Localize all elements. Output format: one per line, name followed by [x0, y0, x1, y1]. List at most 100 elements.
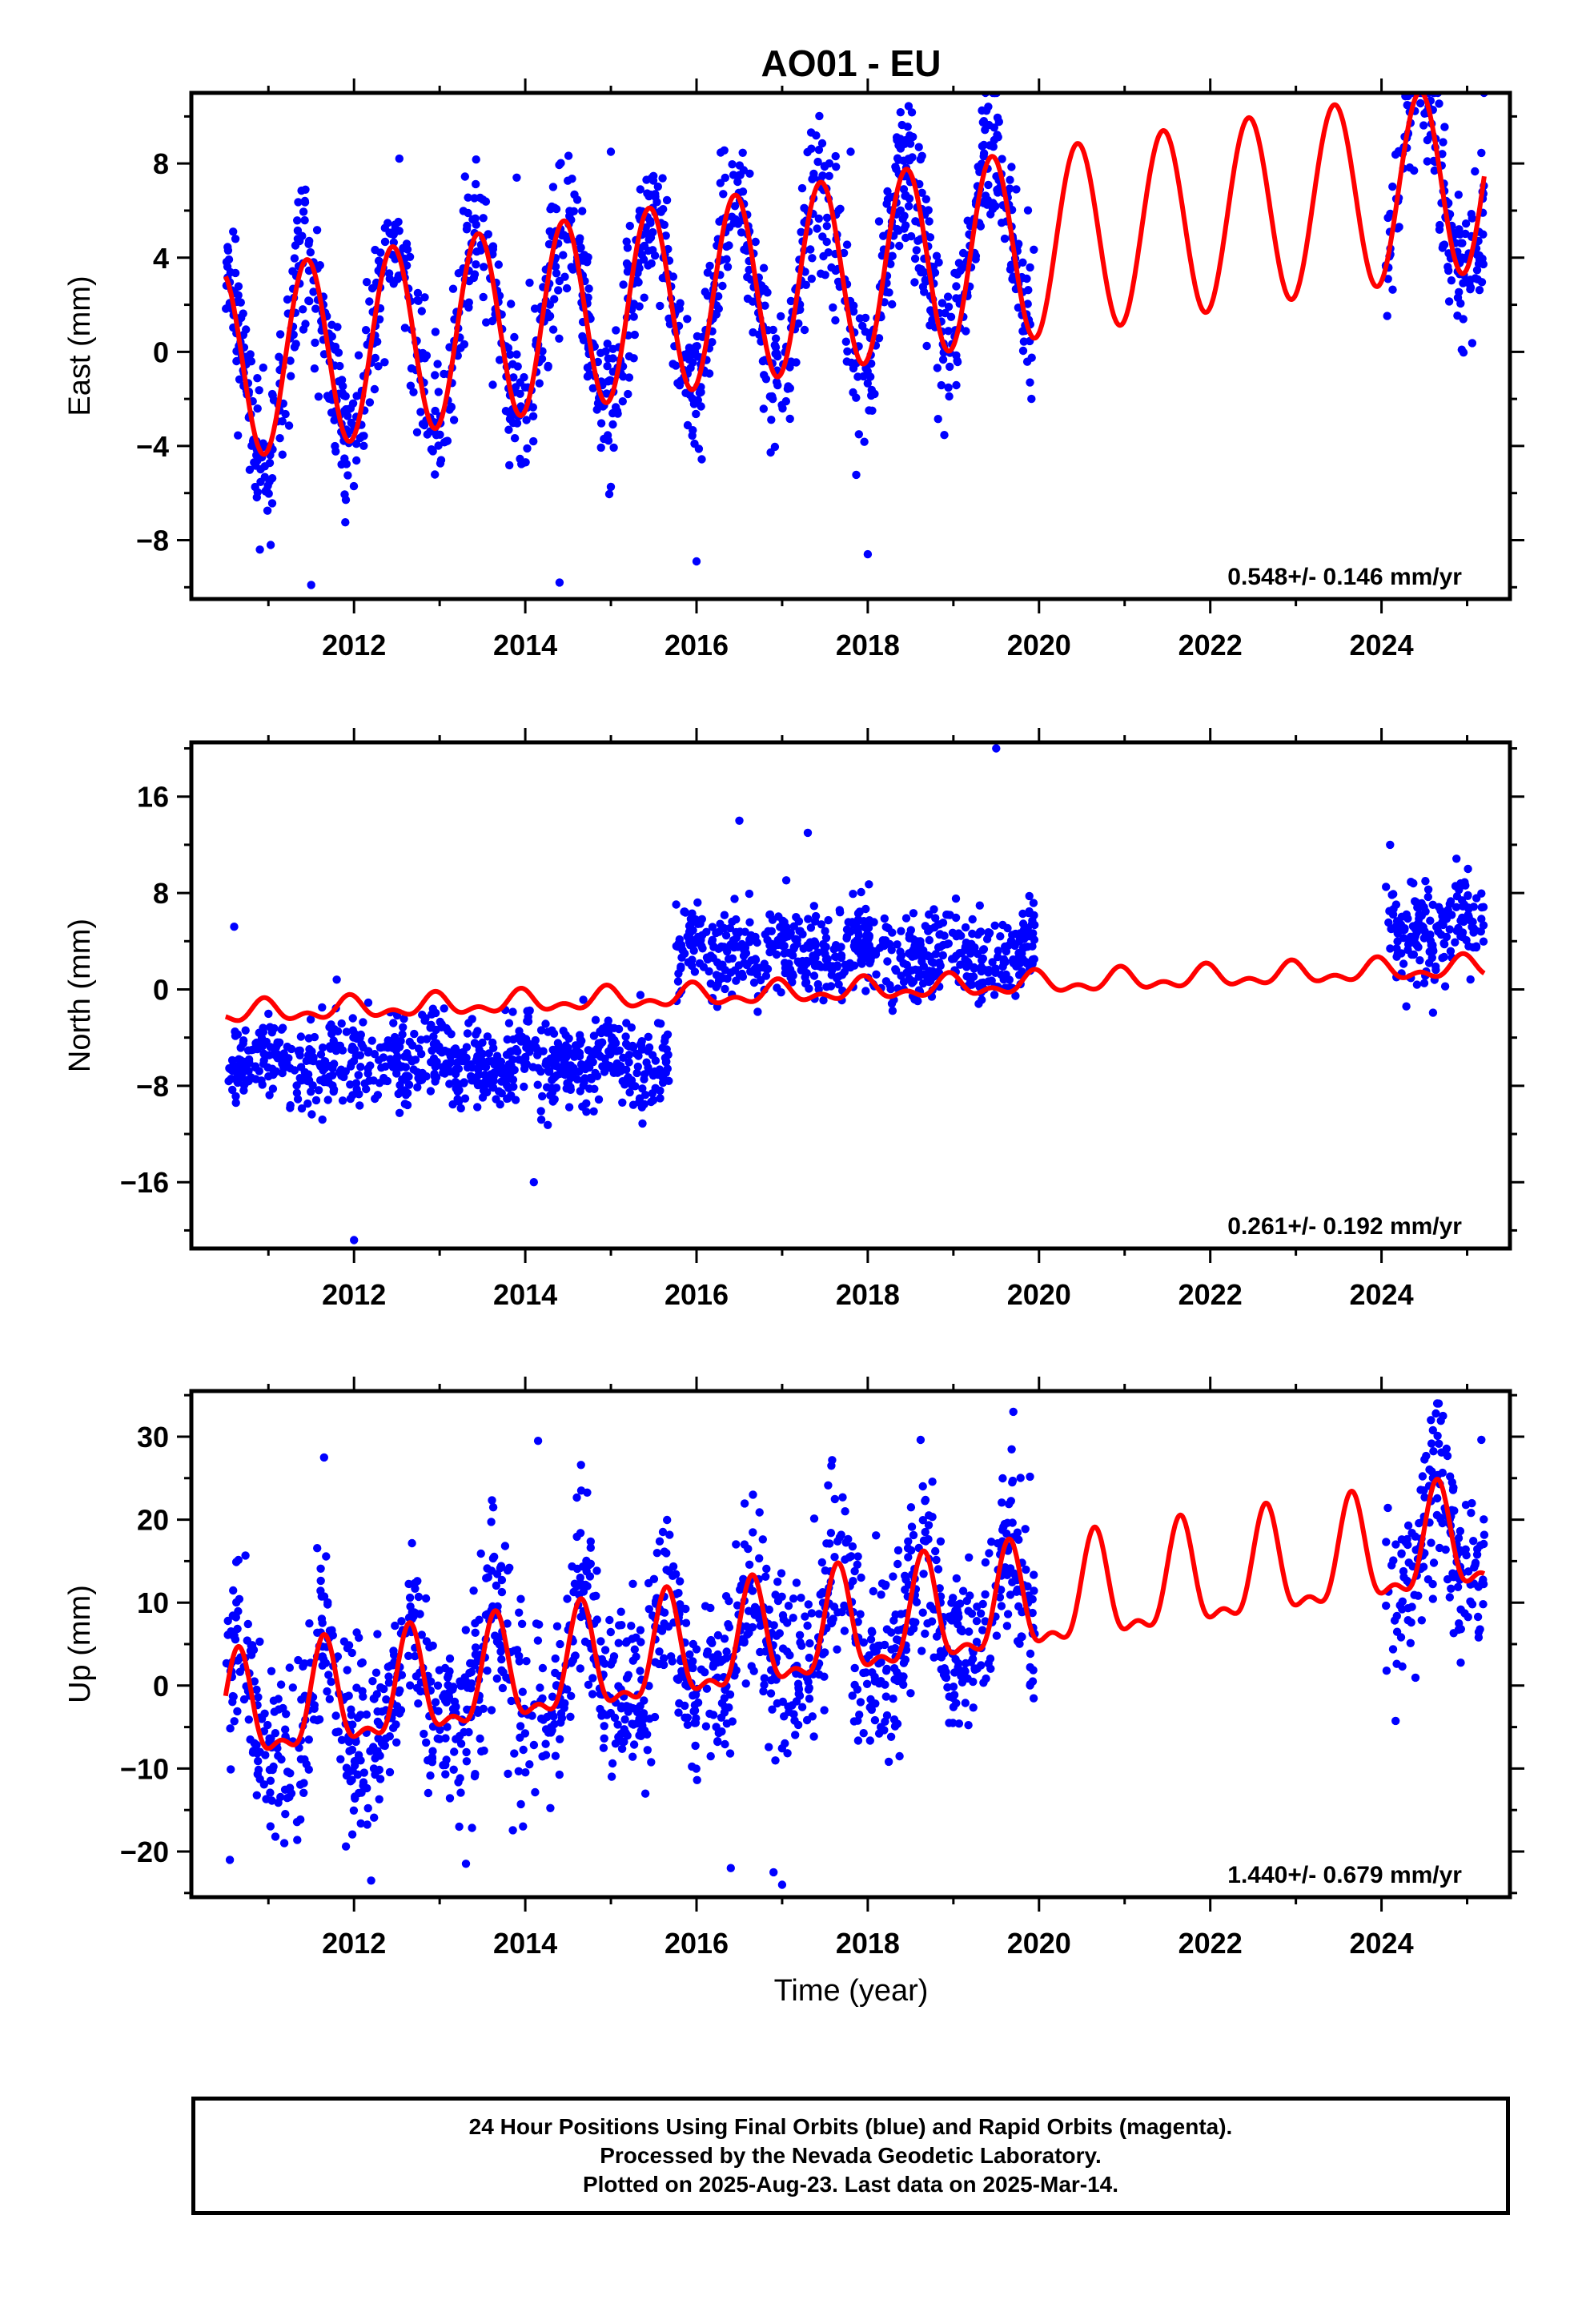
observation-point: [231, 1092, 240, 1101]
east-panel: 2012 2014 2016 2018 2020 2022 2024−8−4048East …: [63, 78, 1524, 661]
observation-point: [234, 1656, 243, 1665]
observation-point: [234, 431, 243, 440]
observation-point: [421, 1014, 430, 1023]
observation-point: [841, 960, 850, 970]
observation-point: [853, 1552, 862, 1561]
observation-point: [223, 262, 232, 271]
observation-point: [690, 350, 699, 359]
observation-point: [548, 1084, 556, 1092]
observation-point: [689, 1639, 697, 1649]
observation-point: [827, 971, 837, 979]
observation-point: [417, 1076, 427, 1084]
observation-point: [913, 996, 922, 1006]
observation-point: [299, 207, 308, 216]
observation-point: [675, 381, 685, 390]
observation-point: [342, 1027, 351, 1036]
observation-point: [841, 337, 851, 346]
observation-point: [260, 472, 269, 481]
observation-point: [586, 1537, 595, 1546]
observation-point: [1008, 1478, 1017, 1487]
observation-point: [286, 356, 295, 365]
observation-point: [544, 1027, 552, 1036]
observation-point: [969, 1703, 978, 1712]
observation-point: [316, 1050, 326, 1059]
observation-point: [886, 1732, 896, 1741]
observation-point: [938, 951, 948, 960]
observation-point: [1026, 1649, 1035, 1659]
observation-point: [1445, 925, 1455, 934]
observation-point: [619, 280, 628, 289]
observation-point: [392, 1069, 401, 1078]
observation-point: [777, 1880, 787, 1889]
observation-point: [1444, 266, 1453, 275]
observation-point: [359, 1018, 367, 1027]
observation-point: [929, 1605, 938, 1614]
observation-point: [464, 193, 472, 202]
observation-point: [367, 1876, 375, 1885]
observation-point: [525, 278, 534, 287]
observation-point: [536, 1683, 544, 1692]
observation-point: [828, 1456, 837, 1465]
observation-point: [909, 1624, 918, 1633]
observation-point: [440, 369, 448, 379]
observation-point: [998, 1474, 1007, 1483]
observation-point: [831, 151, 840, 161]
observation-point: [965, 1553, 974, 1562]
observation-point: [572, 1047, 580, 1055]
observation-point: [1428, 1594, 1438, 1603]
observation-point: [431, 470, 440, 479]
observation-point: [236, 298, 245, 307]
observation-point: [231, 235, 240, 243]
observation-point: [1469, 928, 1478, 937]
observation-point: [1435, 1439, 1443, 1449]
observation-point: [887, 946, 896, 955]
observation-point: [905, 194, 914, 203]
observation-point: [944, 383, 953, 392]
observation-point: [708, 338, 717, 347]
observation-point: [605, 1615, 614, 1625]
observation-point: [503, 1619, 512, 1628]
observation-point: [417, 307, 426, 316]
observation-point: [583, 1582, 592, 1590]
observation-point: [412, 1672, 421, 1681]
observation-point: [365, 297, 374, 306]
observation-point: [1461, 1545, 1470, 1554]
observation-point: [859, 1638, 869, 1647]
observation-point: [1472, 266, 1482, 275]
observation-point: [431, 1698, 440, 1707]
observation-point: [1453, 1582, 1463, 1592]
observation-point: [607, 1772, 616, 1781]
observation-point: [1465, 279, 1474, 288]
observation-point: [519, 1822, 528, 1831]
observation-point: [504, 1769, 512, 1779]
observation-point: [697, 455, 706, 464]
observation-point: [1439, 952, 1449, 962]
observation-point: [228, 1698, 237, 1707]
observation-point: [297, 1695, 306, 1704]
observation-point: [579, 995, 588, 1004]
observation-point: [433, 360, 442, 368]
observation-point: [433, 1734, 442, 1743]
observation-point: [1428, 900, 1437, 910]
observation-point: [523, 1007, 532, 1015]
observation-point: [918, 1516, 928, 1525]
observation-point: [513, 1047, 522, 1056]
observation-point: [284, 421, 294, 430]
observation-point: [790, 1716, 799, 1725]
observation-point: [985, 1549, 994, 1558]
observation-point: [428, 1747, 437, 1755]
observation-point: [757, 281, 766, 290]
observation-point: [296, 1815, 305, 1824]
observation-point: [1005, 975, 1014, 984]
observation-point: [870, 1715, 880, 1725]
observation-point: [461, 1626, 470, 1634]
observation-point: [508, 1055, 517, 1064]
observation-point: [880, 1640, 889, 1650]
observation-point: [696, 939, 705, 948]
observation-point: [363, 1048, 373, 1057]
observation-point: [803, 828, 813, 838]
observation-point: [433, 1681, 443, 1690]
observation-point: [281, 409, 290, 419]
observation-point: [896, 108, 905, 117]
observation-point: [1406, 936, 1415, 945]
